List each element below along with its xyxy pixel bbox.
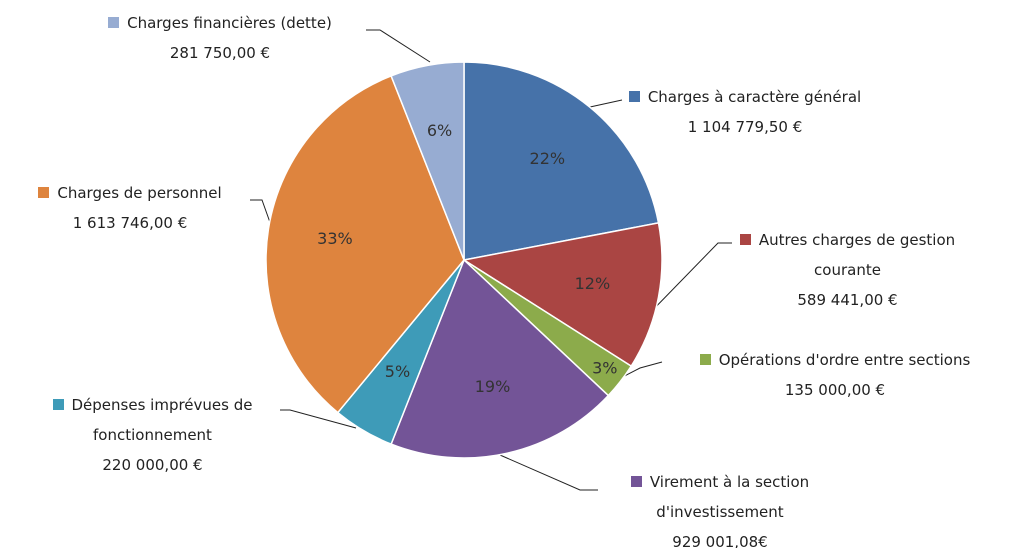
pie-slice (390, 258, 610, 459)
legend-item: Autres charges de gestion courante 589 44… (725, 225, 970, 315)
leader-line (499, 454, 598, 491)
slice-label: 12% (575, 274, 611, 293)
leader-line (280, 409, 357, 429)
slice-label: 22% (530, 149, 566, 168)
legend-name-row: Autres charges de gestion courante (725, 225, 970, 285)
pie-slice (463, 61, 660, 261)
pie-slice (390, 61, 465, 261)
legend-marker (628, 91, 640, 102)
legend-amount: 281 750,00 € (169, 44, 271, 62)
legend-name-row: Virement à la section d'investissement (590, 467, 850, 527)
legend-amount: 1 613 746,00 € (72, 214, 188, 232)
legend-item: Virement à la section d'investissement 92… (590, 467, 850, 548)
legend-amount: 135 000,00 € (784, 381, 886, 399)
legend-marker (630, 476, 642, 487)
legend-marker (739, 234, 751, 245)
legend-name-row: Charges à caractère général (620, 82, 870, 112)
legend-name: Autres charges de gestion courante (758, 231, 956, 279)
legend-item: Charges de personnel 1 613 746,00 € (5, 178, 255, 238)
legend-name-row: Opérations d'ordre entre sections (660, 345, 1010, 375)
legend-name: Charges financières (dette) (127, 14, 332, 32)
legend-item: Charges financières (dette) 281 750,00 € (70, 8, 370, 68)
leader-line (366, 29, 431, 63)
legend-marker (108, 17, 120, 28)
legend-name: Virement à la section d'investissement (649, 473, 810, 521)
legend-amount: 589 441,00 € (797, 291, 898, 309)
legend-name-row: Charges financières (dette) (70, 8, 370, 38)
legend-item: Opérations d'ordre entre sections 135 000… (660, 345, 1010, 405)
legend-name: Dépenses imprévues de fonctionnement (71, 396, 253, 444)
pie-slice (461, 222, 663, 368)
legend-item: Dépenses imprévues de fonctionnement 220 … (15, 390, 290, 480)
legend-item: Charges à caractère général 1 104 779,50 … (620, 82, 870, 142)
legend-name: Charges à caractère général (647, 88, 862, 106)
slice-label: 5% (385, 362, 410, 381)
legend-name-row: Dépenses imprévues de fonctionnement (15, 390, 290, 450)
legend-amount: 929 001,08€ (672, 533, 768, 548)
legend-name: Charges de personnel (57, 184, 222, 202)
slice-label: 33% (317, 229, 353, 248)
pie-slice (265, 74, 465, 414)
legend-marker (699, 354, 711, 365)
slice-label: 19% (475, 377, 511, 396)
slice-label: 3% (592, 359, 617, 378)
legend-name: Opérations d'ordre entre sections (718, 351, 971, 369)
legend-marker (52, 399, 64, 410)
legend-marker (38, 187, 50, 198)
legend-amount: 220 000,00 € (102, 456, 203, 474)
slice-label: 6% (427, 121, 452, 140)
leader-line (644, 242, 732, 319)
legend-amount: 1 104 779,50 € (687, 118, 803, 136)
leader-line (589, 99, 623, 108)
leader-line (250, 199, 273, 229)
legend-name-row: Charges de personnel (5, 178, 255, 208)
